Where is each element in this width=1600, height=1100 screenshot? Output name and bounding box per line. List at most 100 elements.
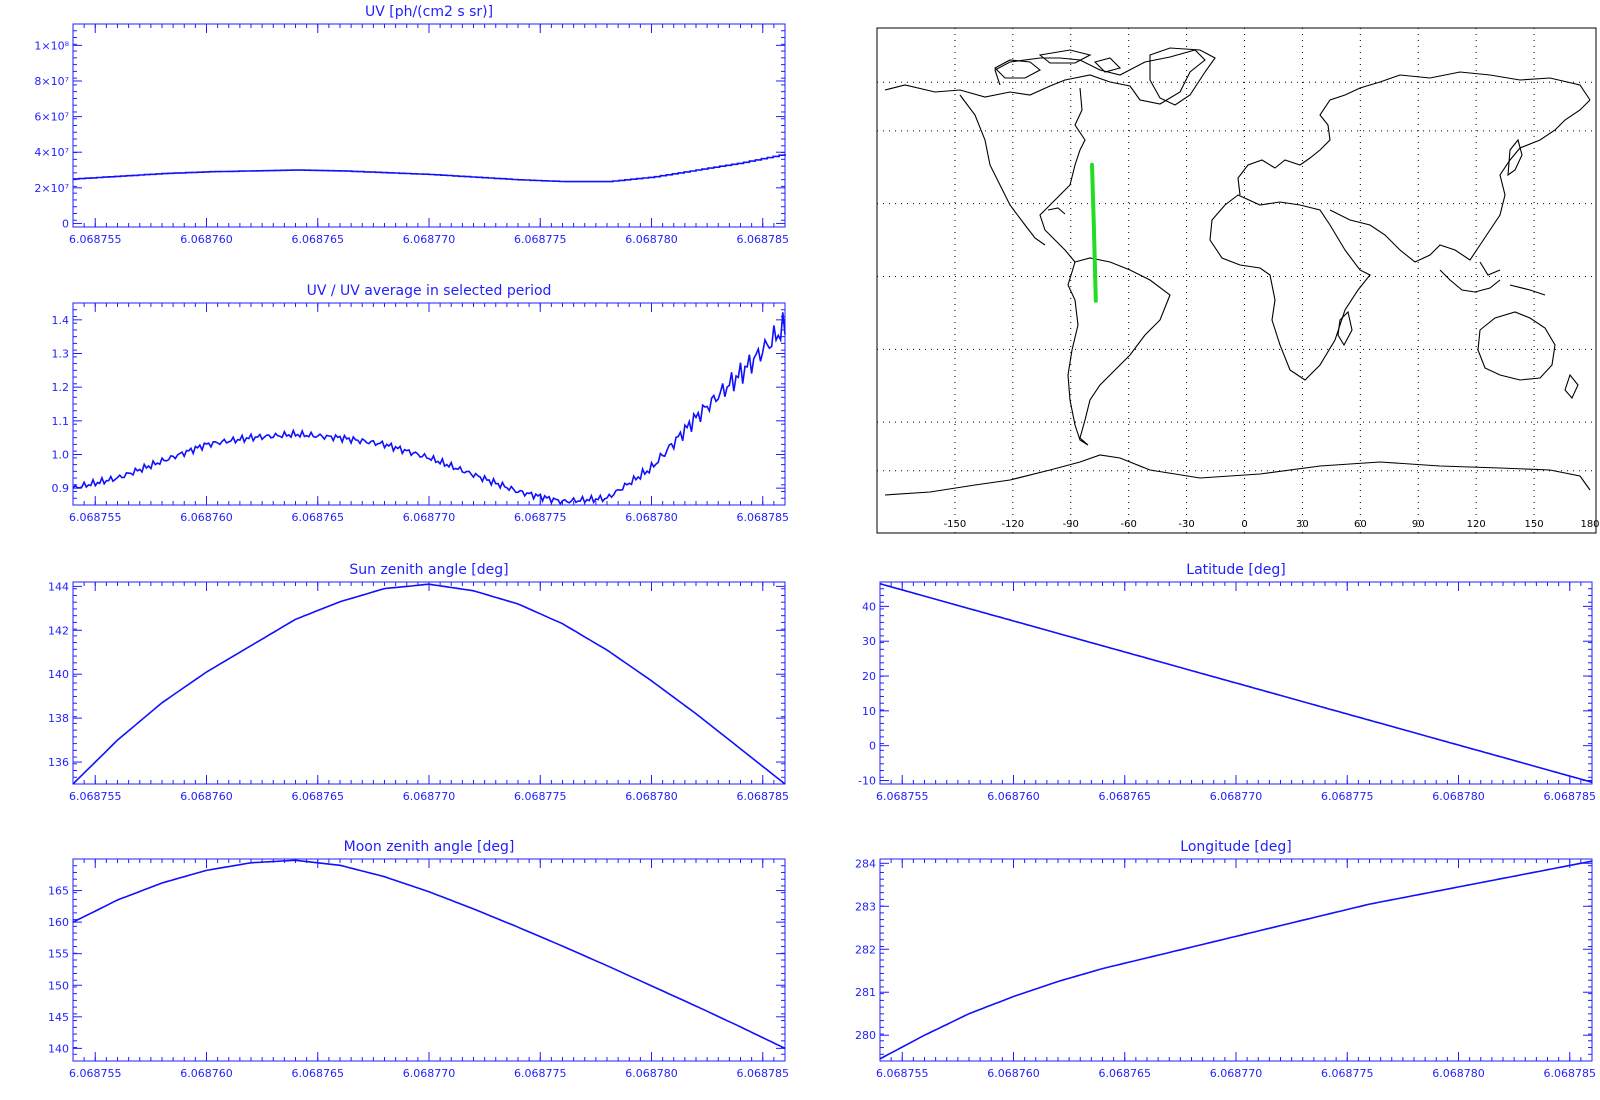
coast-africa [1209, 194, 1371, 381]
y-tick-label: 280 [855, 1029, 876, 1042]
x-tick-label: 6.068755 [876, 1067, 929, 1080]
y-tick-label: 1.0 [52, 449, 70, 462]
series-line-uv [73, 154, 786, 183]
y-tick-label: 30 [862, 635, 876, 648]
y-tick-label: 0 [869, 740, 876, 753]
x-tick-label: 6.068765 [292, 511, 345, 524]
y-tick-label: 40 [862, 600, 876, 613]
map-lon-label: 120 [1467, 519, 1486, 530]
map-graticule [877, 28, 1596, 533]
series-line-uv_ratio [72, 312, 786, 506]
x-tick-label: 6.068775 [514, 1067, 567, 1080]
x-tick-label: 6.068770 [403, 790, 456, 803]
map-lon-label: 60 [1354, 519, 1367, 530]
x-tick-label: 6.068765 [292, 790, 345, 803]
y-tick-label: 2×10⁷ [34, 182, 69, 195]
plot-lat: Latitude [deg] 6.068755 6.068760 6.068765 6.… [858, 562, 1596, 803]
x-tick-label: 6.068765 [292, 233, 345, 246]
plot-frame [72, 23, 786, 228]
map-longitude-ticks: -150 -120 -90 -60 -30 0 30 60 90 120 150 180 [944, 519, 1600, 530]
x-tick-label: 6.068780 [625, 1067, 678, 1080]
y-tick-label: 150 [48, 979, 69, 992]
coast-antarctica [884, 454, 1591, 496]
x-tick-label: 6.068785 [737, 511, 790, 524]
y-tick-label: 10 [862, 705, 876, 718]
x-tick-label: 6.068770 [403, 1067, 456, 1080]
y-tick-label: 0 [62, 217, 69, 230]
map-lon-label: 30 [1296, 519, 1309, 530]
y-tick-label: 4×10⁷ [34, 146, 69, 159]
satellite-ground-track [1090, 162, 1098, 303]
coast-arctic-islands [994, 49, 1122, 79]
x-tick-label: 6.068785 [737, 233, 790, 246]
y-tick-label: 144 [48, 580, 69, 593]
x-tick-label: 6.068760 [180, 233, 233, 246]
map-lon-label: -120 [1001, 519, 1024, 530]
map-lon-label: 0 [1241, 519, 1247, 530]
coast-southeast-asia [1439, 261, 1546, 296]
plot-frame [879, 858, 1593, 1062]
y-tick-label: 136 [48, 756, 69, 769]
y-tick-label: 1.3 [52, 348, 70, 361]
y-tick-label: 145 [48, 1011, 69, 1024]
x-tick-label: 6.068755 [69, 233, 122, 246]
y-tick-label: 1.2 [52, 381, 70, 394]
x-tick-label: 6.068760 [180, 790, 233, 803]
x-tick-label: 6.068770 [403, 511, 456, 524]
x-tick-label: 6.068755 [69, 511, 122, 524]
plot-uv: UV [ph/(cm2 s sr)] 6.068755 6.068760 6.0687… [34, 4, 789, 246]
y-tick-label: 8×10⁷ [34, 75, 69, 88]
x-tick-label: 6.068785 [737, 790, 790, 803]
x-tick-label: 6.068785 [737, 1067, 790, 1080]
x-tick-label: 6.068760 [987, 1067, 1040, 1080]
x-tick-label: 6.068775 [514, 790, 567, 803]
map-lon-label: -150 [944, 519, 967, 530]
y-tick-label: 282 [855, 943, 876, 956]
map-lon-label: 150 [1525, 519, 1544, 530]
x-tick-label: 6.068760 [180, 511, 233, 524]
x-tick-label: 6.068775 [1321, 790, 1374, 803]
map-frame [876, 27, 1597, 534]
map-lon-label: 180 [1580, 519, 1599, 530]
y-tick-label: 138 [48, 712, 69, 725]
x-tick-label: 6.068780 [1432, 1067, 1485, 1080]
y-tick-label: 281 [855, 986, 876, 999]
y-tick-label: 0.9 [52, 482, 70, 495]
plot-title: Longitude [deg] [1180, 839, 1291, 855]
x-tick-label: 6.068760 [180, 1067, 233, 1080]
x-tick-label: 6.068755 [69, 790, 122, 803]
x-tick-label: 6.068775 [1321, 1067, 1374, 1080]
coast-south-america [1067, 257, 1171, 446]
y-tick-label: 20 [862, 670, 876, 683]
x-tick-label: 6.068765 [1099, 1067, 1152, 1080]
y-tick-label: 140 [48, 668, 69, 681]
map-coastlines [884, 47, 1591, 496]
x-tick-label: 6.068785 [1544, 1067, 1597, 1080]
y-tick-label: 283 [855, 900, 876, 913]
plot-title: UV / UV average in selected period [307, 283, 552, 299]
y-tick-label: 1.4 [52, 314, 70, 327]
map-lon-label: -60 [1120, 519, 1136, 530]
plot-frame [72, 858, 786, 1062]
plot-sun: Sun zenith angle [deg] 6.068755 6.068760 6.… [48, 562, 789, 803]
series-line-lat [879, 582, 1593, 784]
x-tick-label: 6.068775 [514, 511, 567, 524]
coast-greenland [1149, 47, 1216, 106]
x-tick-label: 6.068770 [1210, 790, 1263, 803]
y-tick-label: 160 [48, 916, 69, 929]
plot-title: UV [ph/(cm2 s sr)] [365, 4, 493, 20]
coast-madagascar [1337, 310, 1353, 347]
y-tick-label: -10 [858, 775, 876, 788]
plot-title: Moon zenith angle [deg] [344, 839, 515, 855]
x-tick-label: 6.068770 [403, 233, 456, 246]
y-tick-label: 155 [48, 948, 69, 961]
coast-europe [1237, 71, 1591, 196]
plot-moon: Moon zenith angle [deg] 6.068755 6.068760 6… [48, 839, 789, 1080]
y-tick-label: 1×10⁸ [34, 39, 69, 52]
series-line-moon [72, 859, 786, 1050]
plot-frame [72, 302, 786, 506]
x-tick-label: 6.068775 [514, 233, 567, 246]
x-tick-label: 6.068760 [987, 790, 1040, 803]
y-tick-label: 6×10⁷ [34, 111, 69, 124]
